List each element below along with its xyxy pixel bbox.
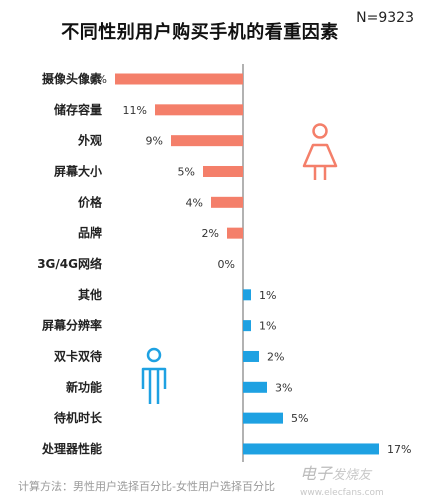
data-label: 3% — [275, 381, 292, 394]
category-label: 处理器性能 — [41, 441, 102, 456]
category-label: 双卡双待 — [54, 348, 102, 363]
bar — [155, 104, 243, 116]
category-label: 3G/4G网络 — [37, 256, 102, 271]
watermark-big: 电子 — [300, 464, 333, 483]
bar — [115, 73, 243, 85]
data-label: 2% — [267, 350, 284, 363]
data-label: 5% — [178, 165, 195, 178]
data-label: 1% — [259, 289, 276, 302]
data-label: 11% — [123, 104, 147, 117]
watermark-small: 发烧友 — [332, 468, 372, 483]
watermark-url: www.elecfans.com — [300, 488, 384, 498]
sample-size: N=9323 — [356, 10, 414, 26]
bar — [171, 135, 243, 147]
category-label: 外观 — [78, 133, 102, 148]
bar — [243, 412, 283, 424]
category-label: 待机时长 — [54, 410, 103, 425]
data-label: 0% — [218, 258, 235, 271]
bar — [211, 196, 243, 208]
category-label: 摄像头像素 — [42, 71, 102, 86]
female-icon — [302, 143, 338, 168]
male-icon-head — [146, 347, 162, 363]
bar — [243, 350, 259, 362]
category-label: 新功能 — [66, 379, 102, 394]
category-label: 储存容量 — [54, 102, 102, 117]
category-label: 其他 — [78, 287, 102, 302]
data-label: 16% — [83, 73, 107, 86]
data-label: 2% — [202, 227, 219, 240]
category-label: 屏幕大小 — [53, 163, 102, 178]
bar — [243, 320, 251, 332]
data-label: 9% — [146, 135, 163, 148]
data-label: 5% — [291, 412, 308, 425]
category-label: 品牌 — [78, 225, 102, 240]
bar — [227, 227, 243, 239]
bar — [243, 381, 267, 393]
footnote: 计算方法：男性用户选择百分比-女性用户选择百分比 — [18, 480, 275, 493]
category-label: 屏幕分辨率 — [41, 318, 102, 333]
data-label: 4% — [186, 196, 203, 209]
bar — [243, 443, 379, 455]
male-icon — [141, 367, 167, 389]
bar — [243, 289, 251, 301]
watermark: 电子发烧友 www.elecfans.com — [300, 460, 384, 499]
bar — [203, 165, 243, 177]
data-label: 17% — [387, 443, 411, 456]
chart-title: 不同性别用户购买手机的看重因素 — [61, 22, 339, 43]
category-label: 价格 — [78, 194, 103, 209]
female-icon-head — [312, 123, 328, 139]
data-label: 1% — [259, 320, 276, 333]
